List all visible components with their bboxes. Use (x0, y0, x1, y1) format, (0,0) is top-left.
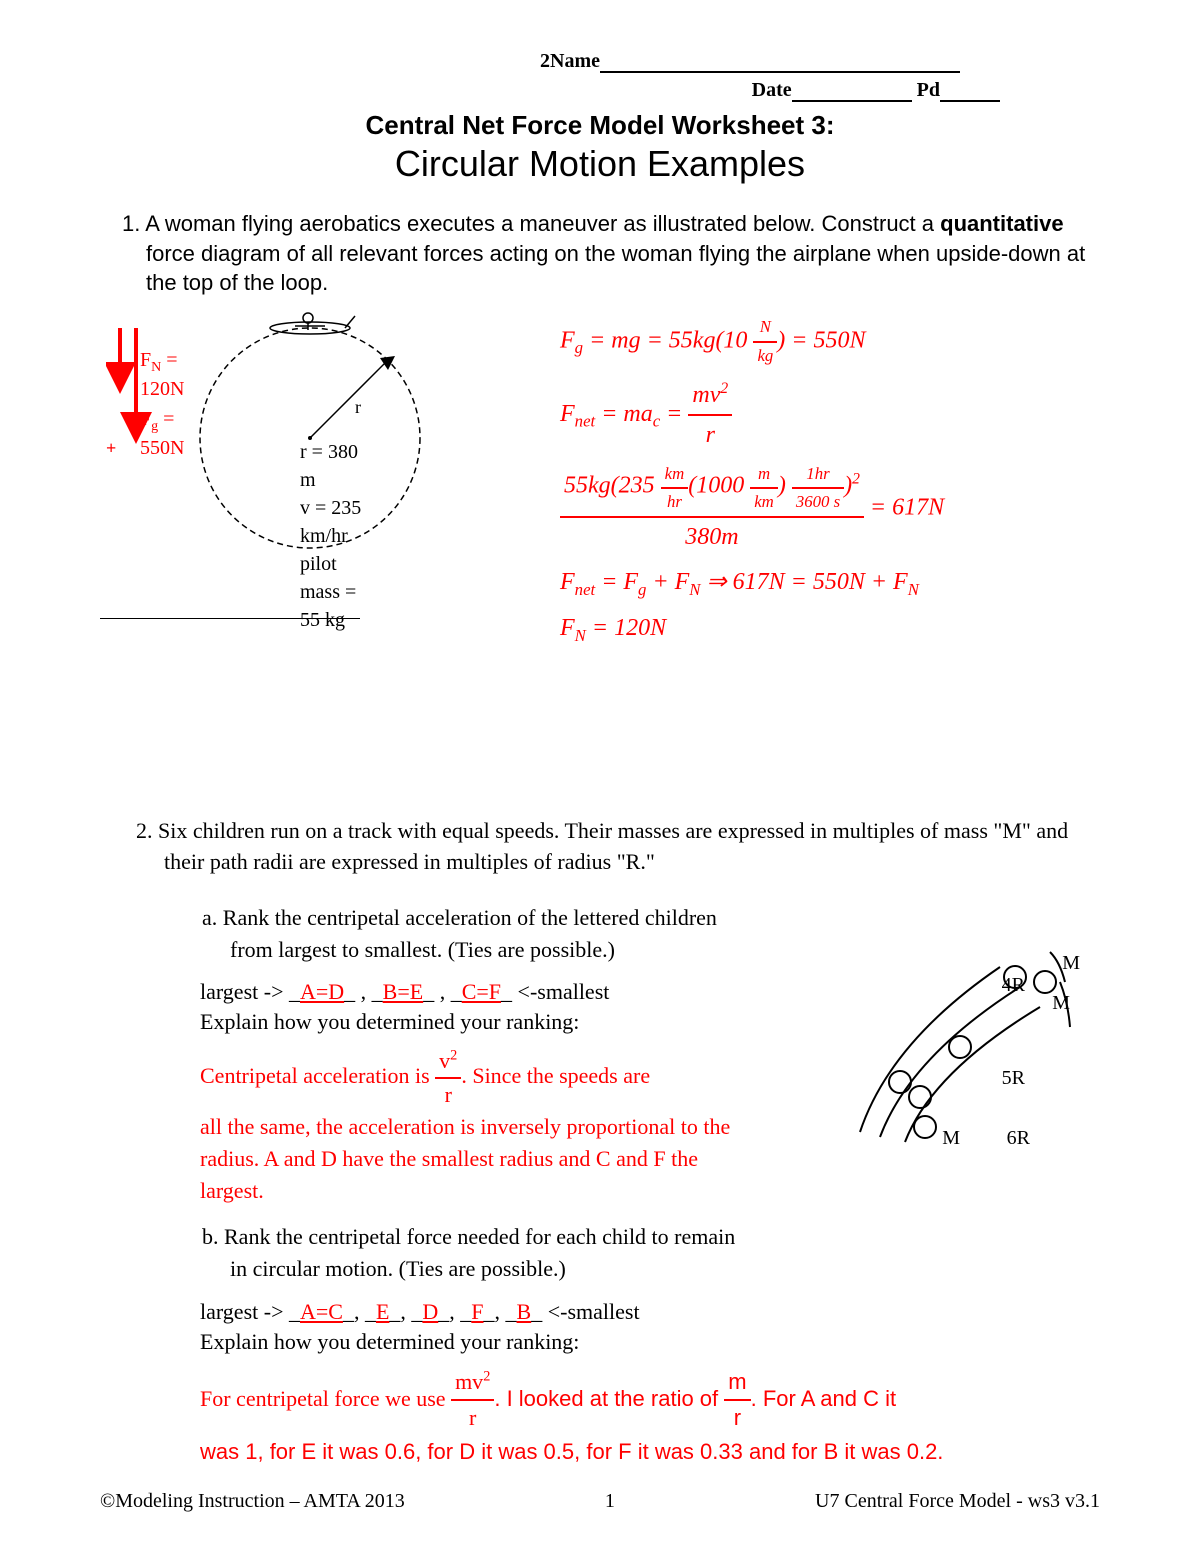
r-unit: m (300, 466, 361, 494)
eq-fnet-def: Fnet = mac = mv2r (560, 376, 1100, 455)
q2a-text: Rank the centripetal acceleration of the… (223, 905, 717, 962)
tl-5r: 5R (1002, 1067, 1025, 1090)
q2b-mid: . I looked at the ratio of (494, 1386, 724, 1411)
rank-post: <-smallest (512, 979, 609, 1004)
loop-params: r = 380 m v = 235 km/hr pilot mass = 55 … (300, 438, 361, 634)
rank-pre-b: largest -> (200, 1299, 289, 1324)
q2b-mid2: . For A and C it (751, 1386, 897, 1411)
q2b-explain: Explain how you determined your ranking: (100, 1329, 1100, 1355)
q2b-answer-1: For centripetal force we use mv2r. I loo… (100, 1365, 1100, 1435)
q1-text-bold: quantitative (940, 211, 1063, 236)
header-fields: 2Name Date Pd (100, 50, 1100, 102)
sheet-title: Central Net Force Model Worksheet 3: (100, 110, 1100, 141)
q2a-ans2: . Since the speeds are (461, 1063, 650, 1088)
q2b-answer-2: was 1, for E it was 0.6, for D it was 0.… (100, 1435, 1100, 1469)
q2-text: Six children run on a track with equal s… (158, 818, 1068, 874)
q2a-answer-2: all the same, the acceleration is invers… (100, 1111, 740, 1207)
q1-text-b: force diagram of all relevant forces act… (146, 241, 1085, 296)
date-pd-row: Date Pd (100, 79, 1100, 102)
r-val: r = 380 (300, 438, 361, 466)
br4: F (471, 1299, 483, 1324)
date-label: Date (752, 79, 792, 101)
m3: 55 kg (300, 606, 361, 634)
q2a-ans1: Centripetal acceleration is (200, 1063, 435, 1088)
fg-eq: = (158, 408, 174, 430)
r2: B=E (383, 979, 424, 1004)
fn-val: 120N (140, 377, 184, 401)
pd-underline (940, 82, 1000, 102)
svg-text:r: r (355, 397, 361, 417)
eq-calc: 55kg(235 kmhr(1000 mkm) 1hr3600 s)2380m … (560, 461, 1100, 557)
worksheet-page: 2Name Date Pd Central Net Force Model Wo… (0, 0, 1200, 1553)
footer-left: ©Modeling Instruction – AMTA 2013 (100, 1490, 405, 1513)
m1: pilot (300, 550, 361, 578)
br2: E (376, 1299, 389, 1324)
fn-eq: = (161, 349, 177, 371)
tl-m2: M (1052, 992, 1070, 1015)
q2a: a. Rank the centripetal acceleration of … (100, 902, 740, 966)
page-footer: ©Modeling Instruction – AMTA 2013 1 U7 C… (100, 1490, 1100, 1513)
q2b-ans1: For centripetal force we use (200, 1386, 451, 1411)
date-underline (792, 82, 912, 102)
pd-label: Pd (917, 79, 940, 101)
br1: A=C (300, 1299, 343, 1324)
v-val: v = 235 (300, 494, 361, 522)
titles-block: Central Net Force Model Worksheet 3: Cir… (100, 110, 1100, 185)
r3: C=F (462, 979, 501, 1004)
name-underline (600, 53, 960, 73)
name-label: 2Name (540, 50, 600, 72)
rank-pre: largest -> (200, 979, 289, 1004)
q2b-ranking: largest -> _A=C_, _E_, _D_, _F_, _B_ <-s… (100, 1299, 1100, 1325)
br3: D (422, 1299, 438, 1324)
q2-number: 2. (136, 818, 153, 843)
plus-sign: + (106, 438, 116, 459)
q2-prompt: 2. Six children run on a track with equa… (100, 816, 1100, 878)
q2b-label: b. (202, 1224, 219, 1249)
v-unit: km/hr (300, 522, 361, 550)
q1-diagram-area: + FN = 120N Fg = 550N r (100, 308, 440, 656)
ground-line (100, 618, 360, 619)
m2: mass = (300, 578, 361, 606)
q1-content-row: + FN = 120N Fg = 550N r (100, 308, 1100, 656)
q1-text-a: A woman flying aerobatics executes a man… (145, 211, 940, 236)
eq-fn-result: FN = 120N (560, 609, 1100, 650)
footer-right: U7 Central Force Model - ws3 v3.1 (815, 1490, 1100, 1513)
tl-4r: 4R (1002, 974, 1025, 997)
q2a-answer: Centripetal acceleration is v2r. Since t… (100, 1045, 740, 1111)
force-labels: FN = 120N Fg = 550N (140, 348, 184, 460)
fg-F: F (140, 408, 151, 430)
rank-post-b: <-smallest (542, 1299, 639, 1324)
footer-center: 1 (605, 1490, 615, 1513)
br5: B (517, 1299, 532, 1324)
r1: A=D (300, 979, 344, 1004)
q1-number: 1. (122, 211, 140, 236)
eq-fg: Fg = mg = 55kg(10 Nkg) = 550N (560, 314, 1100, 370)
q2a-label: a. (202, 905, 217, 930)
eq-sum: Fnet = Fg + FN ⇒ 617N = 550N + FN (560, 563, 1100, 604)
q1-prompt: 1. A woman flying aerobatics executes a … (100, 209, 1100, 298)
fg-val: 550N (140, 436, 184, 460)
q2b-text: Rank the centripetal force needed for ea… (224, 1224, 735, 1281)
track-diagram (850, 932, 1080, 1152)
q2a-wrapper: a. Rank the centripetal acceleration of … (100, 902, 1100, 1469)
name-field: 2Name (540, 50, 960, 73)
fn-F: F (140, 349, 151, 371)
q1-solution: Fg = mg = 55kg(10 Nkg) = 550N Fnet = mac… (460, 308, 1100, 656)
main-title: Circular Motion Examples (100, 143, 1100, 185)
loop-box: + FN = 120N Fg = 550N r (100, 308, 440, 638)
fn-sub: N (151, 360, 161, 375)
q2b: b. Rank the centripetal force needed for… (100, 1221, 740, 1285)
tl-6r: 6R (1007, 1127, 1030, 1150)
tl-m3: M (942, 1127, 960, 1150)
tl-m1: M (1062, 952, 1080, 975)
